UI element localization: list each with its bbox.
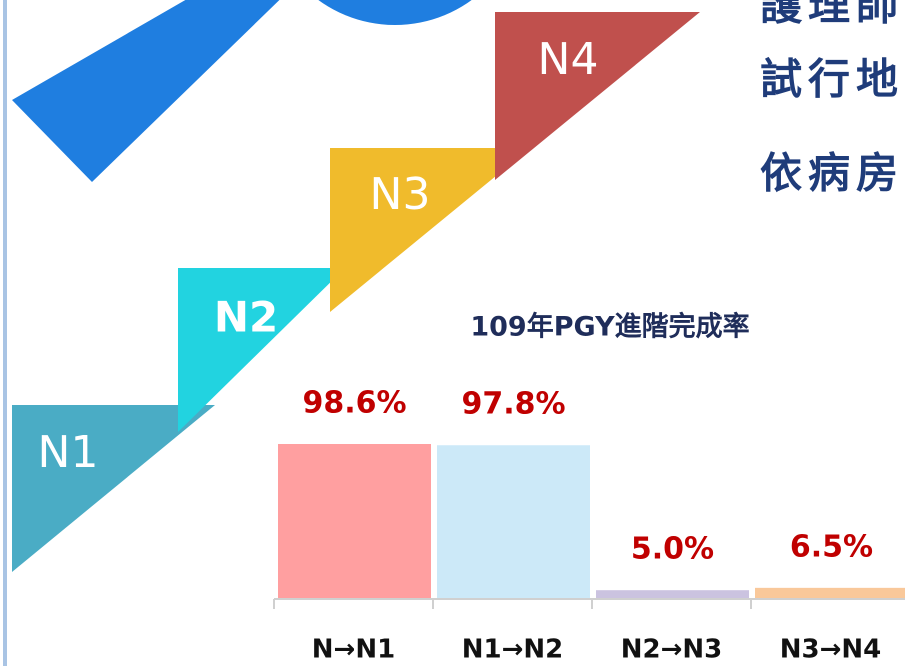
slide-canvas: N1 N2 N3 N4 護理師 試行地 依病房 109年PGY進階完成率 98.… (0, 0, 905, 666)
slide: N1 N2 N3 N4 護理師 試行地 依病房 109年PGY進階完成率 98.… (0, 0, 905, 666)
value-label: 5.0% (631, 532, 714, 567)
heading-line: 依病房 (760, 149, 904, 198)
step-label: N4 (538, 34, 599, 85)
step-label: N2 (214, 293, 278, 342)
step-label: N1 (38, 427, 99, 478)
bar (437, 445, 590, 598)
bar (278, 444, 431, 598)
x-tick-label: N2→N3 (621, 635, 723, 665)
x-tick-label: N→N1 (312, 635, 395, 665)
deco-circle (265, 0, 525, 25)
chart-title: 109年PGY進階完成率 (470, 311, 749, 343)
x-tick-label: N1→N2 (462, 635, 564, 665)
x-tick-label: N3→N4 (780, 635, 882, 665)
bar (755, 588, 905, 598)
bar (596, 590, 749, 598)
deco-band (12, 0, 300, 182)
heading-line: 護理師 (760, 0, 904, 30)
side-rule (3, 0, 7, 666)
heading-line: 試行地 (760, 55, 904, 104)
value-label: 97.8% (461, 387, 565, 422)
value-label: 6.5% (790, 529, 873, 564)
step-label: N3 (370, 169, 431, 220)
value-label: 98.6% (302, 386, 406, 421)
